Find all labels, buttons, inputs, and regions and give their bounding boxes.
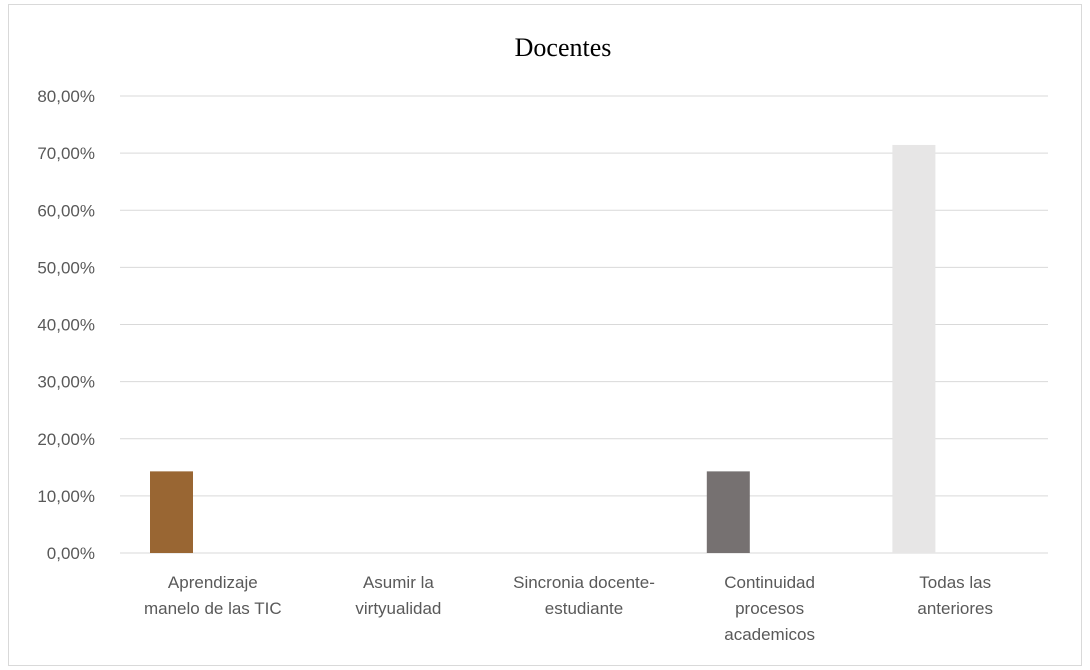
y-tick-label: 70,00%: [37, 144, 95, 163]
category-label: Todas las: [919, 573, 991, 592]
y-tick-label: 20,00%: [37, 430, 95, 449]
y-tick-label: 50,00%: [37, 258, 95, 277]
x-axis-categories: Aprendizaje manelo de las TIC Asumir la vir…: [144, 573, 993, 644]
y-axis-ticks: 0,00% 10,00% 20,00% 30,00% 40,00% 50,00% 60,00…: [37, 87, 95, 563]
bar: [150, 471, 193, 553]
category-label: Continuidad: [724, 573, 815, 592]
category-label: virtyualidad: [355, 599, 441, 618]
y-tick-label: 30,00%: [37, 373, 95, 392]
category-label: estudiante: [545, 599, 623, 618]
category-label: Asumir la: [363, 573, 434, 592]
y-tick-label: 80,00%: [37, 87, 95, 106]
y-tick-label: 10,00%: [37, 487, 95, 506]
category-label: procesos: [735, 599, 804, 618]
category-label: Sincronia docente-: [513, 573, 655, 592]
y-tick-label: 40,00%: [37, 316, 95, 335]
category-label: manelo de las TIC: [144, 599, 282, 618]
category-label: Aprendizaje: [168, 573, 258, 592]
bar: [706, 471, 750, 553]
y-tick-label: 0,00%: [47, 544, 95, 563]
bars: [150, 144, 936, 554]
bar: [892, 144, 936, 554]
y-tick-label: 60,00%: [37, 201, 95, 220]
category-label: anteriores: [917, 599, 993, 618]
chart-title: Docentes: [515, 33, 612, 62]
category-label: academicos: [724, 625, 815, 644]
